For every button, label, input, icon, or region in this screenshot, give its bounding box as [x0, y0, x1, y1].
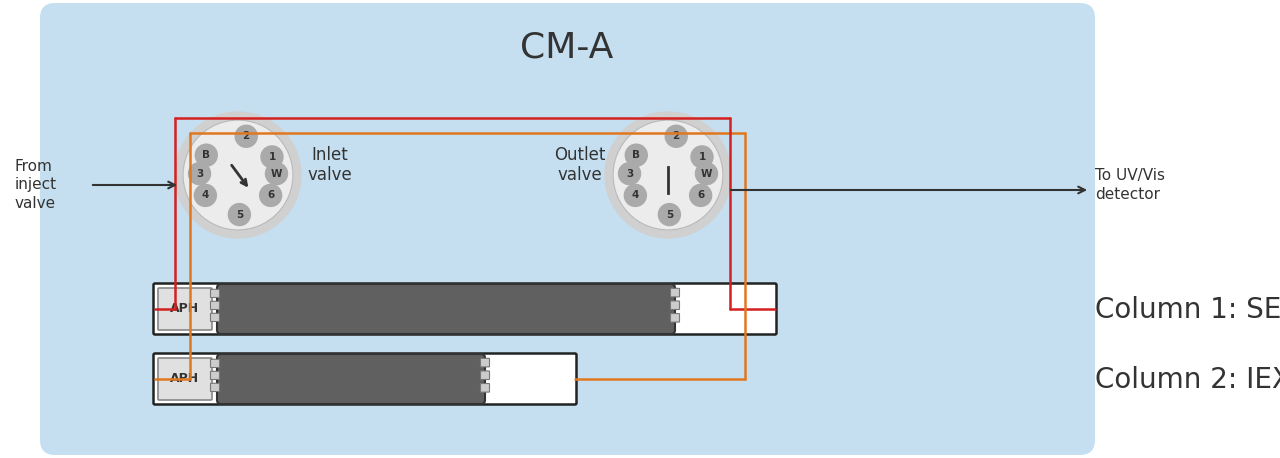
Text: From
inject
valve: From inject valve	[15, 159, 58, 211]
Text: 4: 4	[631, 191, 639, 201]
Text: 2: 2	[243, 131, 250, 141]
FancyBboxPatch shape	[157, 358, 212, 400]
FancyBboxPatch shape	[210, 289, 219, 298]
Circle shape	[666, 125, 687, 147]
FancyBboxPatch shape	[480, 371, 489, 380]
Text: W: W	[271, 169, 282, 179]
Text: 5: 5	[236, 210, 243, 219]
Circle shape	[196, 144, 218, 166]
FancyBboxPatch shape	[671, 289, 680, 297]
Text: 2: 2	[672, 131, 680, 141]
Text: Inlet
valve: Inlet valve	[307, 146, 352, 185]
FancyBboxPatch shape	[154, 354, 576, 404]
Circle shape	[613, 120, 723, 230]
Text: CM-A: CM-A	[520, 31, 613, 65]
Text: 4: 4	[202, 191, 209, 201]
Text: 3: 3	[196, 169, 204, 179]
Text: W: W	[700, 169, 712, 179]
Text: 1: 1	[699, 152, 705, 162]
FancyBboxPatch shape	[480, 383, 489, 392]
Text: Column 1: SEC: Column 1: SEC	[1094, 296, 1280, 324]
Circle shape	[228, 203, 251, 226]
Circle shape	[188, 163, 210, 185]
Circle shape	[261, 146, 283, 168]
Circle shape	[605, 112, 731, 238]
Text: 3: 3	[626, 169, 634, 179]
FancyBboxPatch shape	[210, 301, 219, 310]
FancyBboxPatch shape	[40, 3, 1094, 455]
Circle shape	[690, 185, 712, 207]
Circle shape	[195, 185, 216, 207]
Circle shape	[658, 203, 681, 226]
Circle shape	[236, 125, 257, 147]
FancyBboxPatch shape	[210, 359, 219, 367]
Circle shape	[625, 185, 646, 207]
Circle shape	[265, 163, 288, 185]
Text: B: B	[632, 150, 640, 160]
FancyBboxPatch shape	[210, 371, 219, 380]
FancyBboxPatch shape	[210, 383, 219, 392]
Text: APH: APH	[170, 302, 200, 316]
Circle shape	[618, 163, 640, 185]
FancyBboxPatch shape	[671, 301, 680, 310]
Text: 6: 6	[698, 191, 704, 201]
FancyBboxPatch shape	[157, 288, 212, 330]
Circle shape	[695, 163, 718, 185]
Circle shape	[183, 120, 293, 230]
FancyBboxPatch shape	[210, 313, 219, 322]
Text: B: B	[202, 150, 210, 160]
FancyBboxPatch shape	[480, 358, 489, 367]
Circle shape	[175, 112, 301, 238]
Text: 1: 1	[269, 152, 275, 162]
FancyBboxPatch shape	[218, 284, 675, 334]
FancyBboxPatch shape	[218, 354, 485, 404]
Text: APH: APH	[170, 372, 200, 386]
Text: To UV/Vis
detector: To UV/Vis detector	[1094, 168, 1165, 202]
FancyBboxPatch shape	[671, 314, 680, 322]
Circle shape	[626, 144, 648, 166]
FancyBboxPatch shape	[154, 284, 777, 334]
Circle shape	[260, 185, 282, 207]
Text: 6: 6	[268, 191, 274, 201]
Circle shape	[691, 146, 713, 168]
Text: Column 2: IEX: Column 2: IEX	[1094, 366, 1280, 394]
Text: 5: 5	[666, 210, 673, 219]
Text: Outlet
valve: Outlet valve	[554, 146, 605, 185]
